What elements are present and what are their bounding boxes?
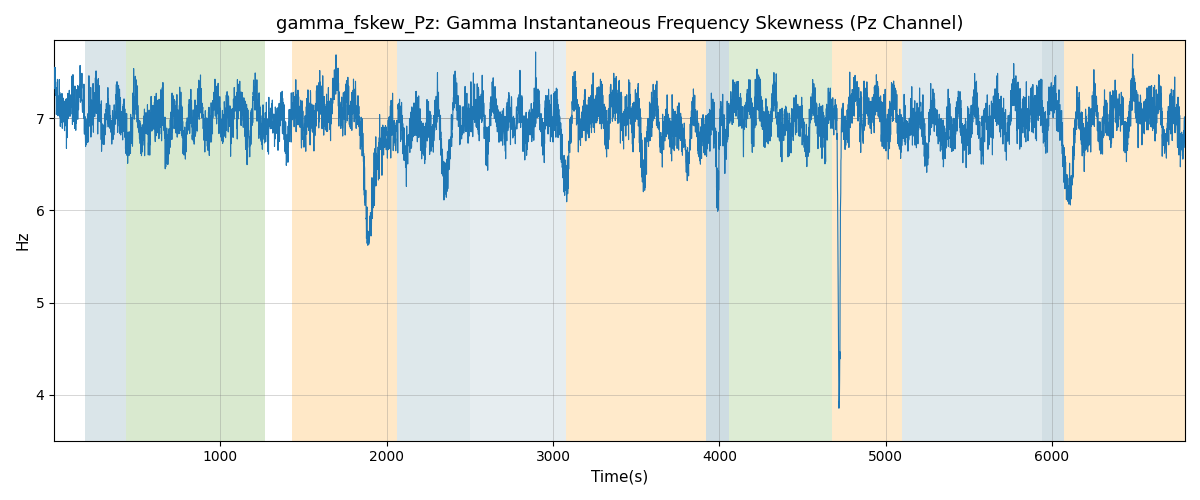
Bar [292,40,397,440]
Bar [706,40,730,440]
Bar [730,40,833,440]
Bar [85,40,126,440]
Bar [833,40,902,440]
Bar [126,40,265,440]
Bar [470,40,566,440]
Bar [1063,40,1186,440]
Bar [397,40,470,440]
Y-axis label: Hz: Hz [16,230,30,250]
Bar [1042,40,1063,440]
Title: gamma_fskew_Pz: Gamma Instantaneous Frequency Skewness (Pz Channel): gamma_fskew_Pz: Gamma Instantaneous Freq… [276,15,964,34]
Bar [902,40,1042,440]
X-axis label: Time(s): Time(s) [590,470,648,485]
Bar [566,40,706,440]
